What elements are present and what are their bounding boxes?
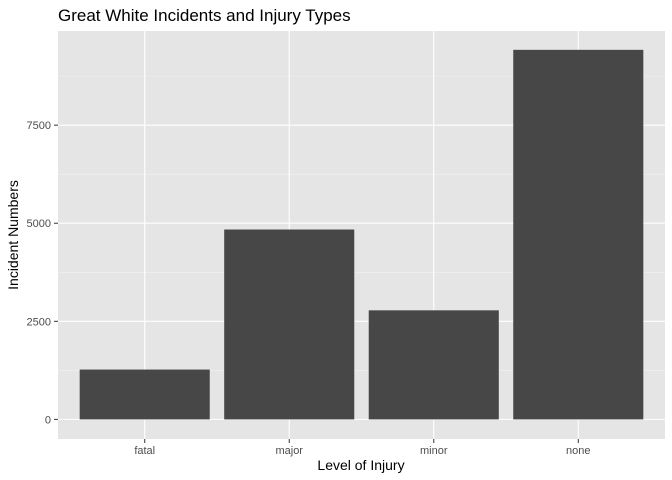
y-tick-label: 5000: [27, 218, 51, 230]
x-tick-label-major: major: [275, 445, 303, 457]
bars: [79, 49, 644, 420]
y-axis-title: Incident Numbers: [5, 180, 21, 290]
bar-minor: [368, 310, 499, 420]
y-tick-label: 2500: [27, 316, 51, 328]
x-tick-label-minor: minor: [420, 445, 448, 457]
x-axis-title: Level of Injury: [317, 457, 404, 473]
y-tick-label: 7500: [27, 120, 51, 132]
axes: 0 2500 5000 7500 fatal major minor none: [27, 120, 591, 457]
x-tick-label-fatal: fatal: [134, 445, 155, 457]
x-tick-label-none: none: [566, 445, 590, 457]
bar-major: [224, 229, 355, 420]
y-tick-label: 0: [45, 414, 51, 426]
bar-none: [513, 49, 644, 420]
bar-fatal: [79, 369, 210, 420]
chart-title: Great White Incidents and Injury Types: [58, 6, 351, 25]
